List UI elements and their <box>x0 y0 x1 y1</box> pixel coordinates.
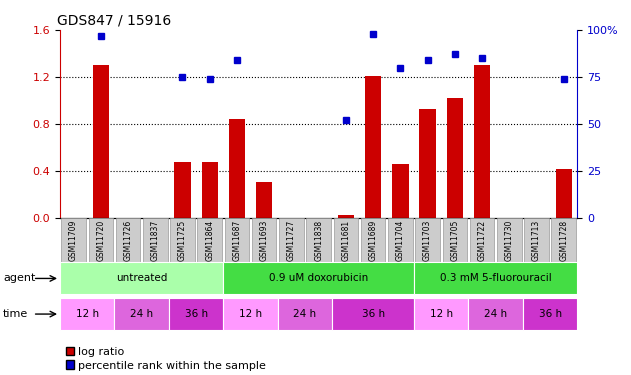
FancyBboxPatch shape <box>333 298 414 330</box>
Bar <box>420 108 436 217</box>
Text: GSM11704: GSM11704 <box>396 220 405 261</box>
Text: GDS847 / 15916: GDS847 / 15916 <box>57 13 172 27</box>
Text: GSM11725: GSM11725 <box>178 220 187 261</box>
Text: 36 h: 36 h <box>539 309 562 319</box>
FancyBboxPatch shape <box>143 218 167 262</box>
Text: GSM11689: GSM11689 <box>369 220 377 261</box>
FancyBboxPatch shape <box>88 218 113 262</box>
Text: 24 h: 24 h <box>130 309 153 319</box>
Bar <box>256 182 273 218</box>
Text: 36 h: 36 h <box>362 309 385 319</box>
Bar <box>201 162 218 218</box>
Text: GSM11837: GSM11837 <box>151 220 160 261</box>
Text: GSM11687: GSM11687 <box>232 220 242 261</box>
FancyBboxPatch shape <box>414 262 577 294</box>
Bar <box>365 76 381 217</box>
Text: 12 h: 12 h <box>76 309 98 319</box>
Text: 24 h: 24 h <box>293 309 317 319</box>
Text: 0.3 mM 5-fluorouracil: 0.3 mM 5-fluorouracil <box>440 273 551 284</box>
Text: GSM11693: GSM11693 <box>260 220 269 261</box>
Text: GSM11720: GSM11720 <box>97 220 105 261</box>
Text: GSM11730: GSM11730 <box>505 220 514 261</box>
Text: GSM11709: GSM11709 <box>69 220 78 261</box>
FancyBboxPatch shape <box>169 298 223 330</box>
Text: GSM11728: GSM11728 <box>559 220 569 261</box>
Text: GSM11681: GSM11681 <box>341 220 350 261</box>
FancyBboxPatch shape <box>523 298 577 330</box>
FancyBboxPatch shape <box>470 218 494 262</box>
FancyBboxPatch shape <box>497 218 522 262</box>
FancyBboxPatch shape <box>223 298 278 330</box>
Bar <box>338 215 354 217</box>
FancyBboxPatch shape <box>60 298 114 330</box>
FancyBboxPatch shape <box>307 218 331 262</box>
Text: 36 h: 36 h <box>184 309 208 319</box>
FancyBboxPatch shape <box>279 218 304 262</box>
Text: 12 h: 12 h <box>430 309 453 319</box>
Text: GSM11864: GSM11864 <box>205 220 214 261</box>
FancyBboxPatch shape <box>252 218 276 262</box>
FancyBboxPatch shape <box>442 218 467 262</box>
FancyBboxPatch shape <box>61 218 86 262</box>
Text: log ratio: log ratio <box>78 347 124 357</box>
Bar <box>93 65 109 218</box>
Bar <box>392 164 408 218</box>
Text: GSM11722: GSM11722 <box>478 220 487 261</box>
FancyBboxPatch shape <box>388 218 413 262</box>
Bar <box>555 170 572 217</box>
Text: GSM11703: GSM11703 <box>423 220 432 261</box>
FancyBboxPatch shape <box>114 298 169 330</box>
FancyBboxPatch shape <box>278 298 333 330</box>
Text: GSM11705: GSM11705 <box>451 220 459 261</box>
FancyBboxPatch shape <box>334 218 358 262</box>
FancyBboxPatch shape <box>415 218 440 262</box>
Bar <box>447 98 463 218</box>
Text: GSM11726: GSM11726 <box>124 220 133 261</box>
Text: GSM11727: GSM11727 <box>287 220 296 261</box>
Bar <box>474 65 490 218</box>
FancyBboxPatch shape <box>551 218 576 262</box>
Bar <box>174 162 191 218</box>
Text: 24 h: 24 h <box>484 309 507 319</box>
FancyBboxPatch shape <box>414 298 468 330</box>
FancyBboxPatch shape <box>198 218 222 262</box>
Text: 12 h: 12 h <box>239 309 262 319</box>
FancyBboxPatch shape <box>170 218 195 262</box>
FancyBboxPatch shape <box>115 218 140 262</box>
Bar <box>229 119 245 218</box>
FancyBboxPatch shape <box>225 218 249 262</box>
FancyBboxPatch shape <box>223 262 414 294</box>
Text: untreated: untreated <box>116 273 167 284</box>
Text: GSM11838: GSM11838 <box>314 220 323 261</box>
FancyBboxPatch shape <box>468 298 523 330</box>
FancyBboxPatch shape <box>60 262 223 294</box>
FancyBboxPatch shape <box>361 218 386 262</box>
Text: percentile rank within the sample: percentile rank within the sample <box>78 361 266 370</box>
Text: 0.9 uM doxorubicin: 0.9 uM doxorubicin <box>269 273 369 284</box>
Text: time: time <box>3 309 28 319</box>
FancyBboxPatch shape <box>524 218 549 262</box>
Text: agent: agent <box>3 273 35 284</box>
Text: GSM11713: GSM11713 <box>532 220 541 261</box>
